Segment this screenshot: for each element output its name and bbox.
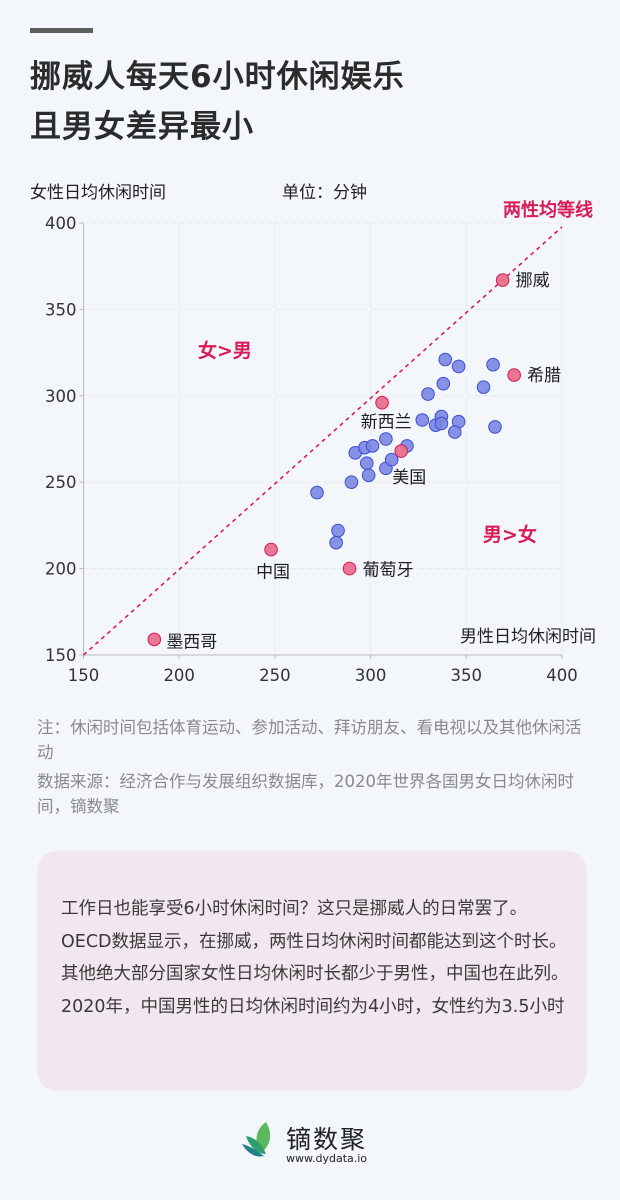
data-point [421,387,435,401]
data-point [310,485,324,500]
y-tick-label: 300 [45,387,77,406]
grid-lines [83,222,563,655]
page-title: 挪威人每天6小时休闲娱乐 且男女差异最小 [30,52,405,152]
region-male-more: 男>女 [483,523,537,546]
data-point [476,380,491,394]
data-point [361,468,376,483]
x-tick-label: 400 [546,666,578,685]
x-tick-label: 150 [68,666,100,685]
y-tick-label: 400 [45,214,77,233]
leaf-logo-icon [242,1122,271,1157]
point-label: 美国 [392,468,426,488]
data-point [329,535,343,550]
data-point [359,456,374,470]
data-point-highlighted [147,632,162,647]
data-point [384,452,399,467]
equality-line [82,226,563,656]
title-line-1: 挪威人每天6小时休闲娱乐 [30,59,405,95]
data-point [486,357,500,372]
data-point-highlighted [264,542,278,557]
unit-label: 单位：分钟 [282,183,367,203]
point-label: 葡萄牙 [363,561,414,581]
x-tick-label: 350 [451,666,483,685]
equality-line-label: 两性均等线 [503,199,593,221]
x-tick-label: 300 [355,666,387,685]
x-tick-label: 250 [259,666,291,685]
data-point [415,413,430,427]
data-point-highlighted [507,368,521,382]
brand-name: 镝数聚 [286,1125,368,1154]
data-point-highlighted [495,273,510,287]
data-point [344,475,359,490]
y-tick-label: 250 [45,473,77,492]
region-female-more: 女>男 [198,339,252,362]
x-axis-label: 男性日均休闲时间 [460,627,596,647]
brand-url: www.dydata.io [286,1152,368,1165]
notes: 注：休闲时间包括体育运动、参加活动、拜访朋友、看电视以及其他休闲活动 数据来源：… [37,715,597,823]
point-label: 中国 [256,563,290,583]
data-point [488,420,502,434]
axes [79,222,563,659]
title-line-2: 且男女差异最小 [30,109,254,145]
data-point [438,352,453,367]
data-point [379,432,393,446]
tick-labels: 150 200 250 300 350 400 150 200 250 300 350 400 [45,214,578,685]
scatter-chart: 150 200 250 300 350 400 150 200 250 300 350 400 两性均… [45,199,596,685]
point-label: 挪威 [516,271,550,291]
summary-card: 工作日也能享受6小时休闲时间？这只是挪威人的日常罢了。OECD数据显示，在挪威，… [37,851,587,1091]
y-tick-label: 150 [45,646,77,665]
point-label: 希腊 [527,366,561,386]
data-point [434,416,449,431]
y-tick-label: 350 [45,300,77,319]
note-text: 注：休闲时间包括体育运动、参加活动、拜访朋友、看电视以及其他休闲活动 [37,718,582,762]
y-axis-label: 女性日均休闲时间 [30,183,166,203]
summary-text: 工作日也能享受6小时休闲时间？这只是挪威人的日常罢了。OECD数据显示，在挪威，… [61,899,569,1017]
points-other [310,352,502,550]
data-point [365,439,380,453]
x-tick-label: 200 [163,666,195,685]
data-point-highlighted [375,395,389,410]
data-point-highlighted [342,561,357,576]
y-tick-label: 200 [45,560,77,579]
brand-logo: 镝数聚 www.dydata.io [240,1118,390,1168]
source-text: 数据来源：经济合作与发展组织数据库，2020年世界各国男女日均休闲时间，镝数聚 [37,772,574,816]
data-point [451,359,466,374]
point-label: 墨西哥 [166,632,217,652]
data-point-highlighted [394,444,409,458]
point-label: 新西兰 [361,413,412,433]
title-accent-bar [30,28,93,33]
data-point [331,523,345,538]
data-point [448,425,462,439]
data-point [436,376,451,391]
